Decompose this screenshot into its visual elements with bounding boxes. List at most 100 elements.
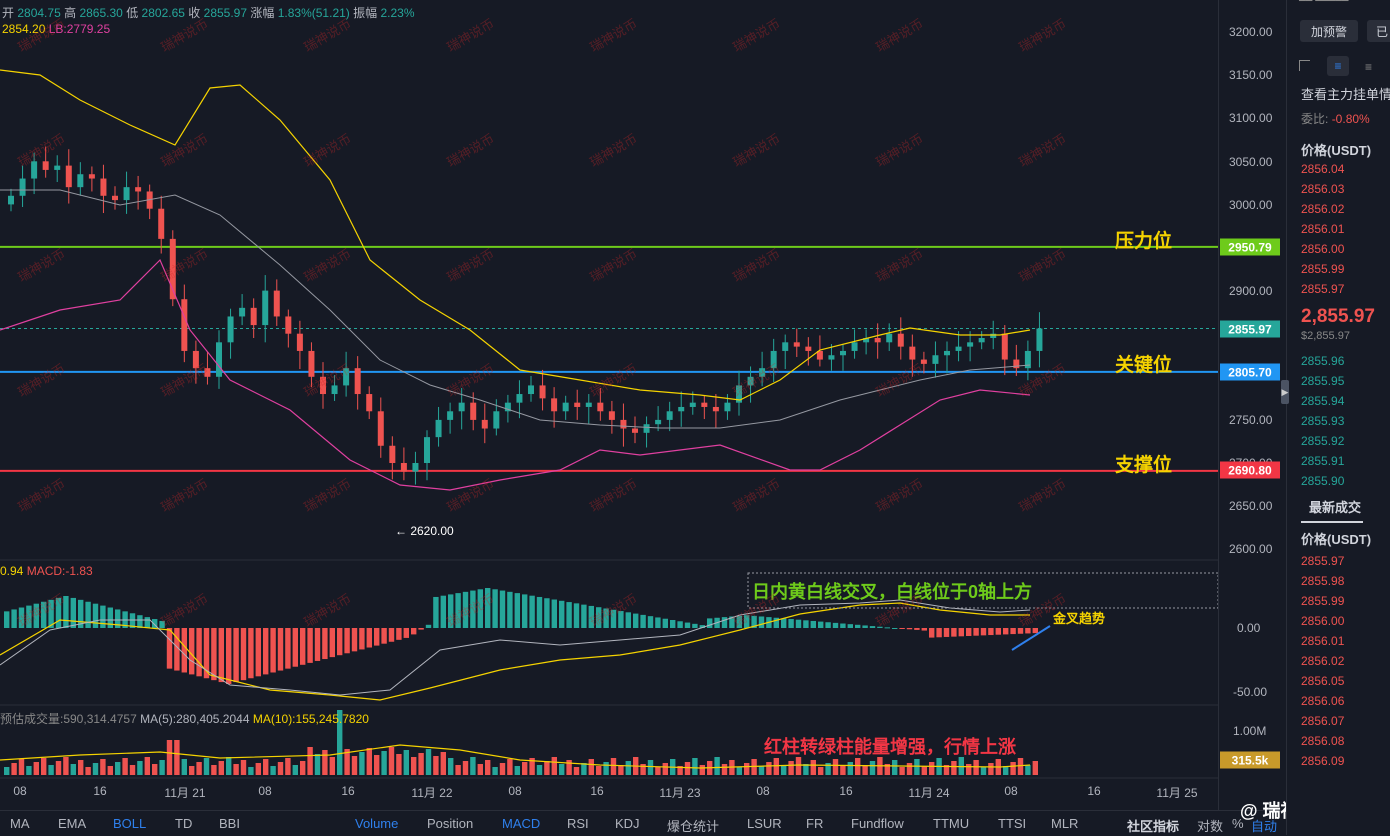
volume-bar xyxy=(41,758,47,775)
volume-bar xyxy=(914,759,920,775)
close-label: 收 xyxy=(188,6,201,20)
bid-price: 2855.96 xyxy=(1301,354,1345,368)
indicator-boll[interactable]: BOLL xyxy=(113,816,147,831)
indicator-ttsi[interactable]: TTSI xyxy=(998,816,1027,831)
indicator-rsi[interactable]: RSI xyxy=(567,816,589,831)
macd-bar xyxy=(862,625,868,628)
candle-body xyxy=(158,208,165,239)
price-tick: 3200.00 xyxy=(1229,25,1273,39)
volume-bar xyxy=(832,759,839,775)
percent-toggle[interactable]: % xyxy=(1232,816,1244,831)
candle-body xyxy=(770,350,777,369)
volume-bar xyxy=(285,758,291,775)
indicator-lsur[interactable]: LSUR xyxy=(747,816,782,831)
candle-body xyxy=(239,307,246,317)
time-tick: 11月 24 xyxy=(908,786,950,800)
volume-bar xyxy=(78,760,84,775)
candle-body xyxy=(389,445,396,463)
volume-bar xyxy=(4,767,10,775)
macd-bar xyxy=(337,628,343,656)
candle-body xyxy=(597,402,604,412)
candle-body xyxy=(1013,359,1020,369)
volume-bar xyxy=(344,749,350,775)
volume-bar xyxy=(655,767,661,775)
volume-bar xyxy=(85,767,91,775)
macd-bar xyxy=(218,628,224,683)
view-main-orders-link[interactable]: 查看主力挂单情 xyxy=(1301,87,1390,102)
indicator-position[interactable]: Position xyxy=(427,816,474,831)
candle-body xyxy=(366,394,373,412)
candle-body xyxy=(620,419,627,429)
price-tick: 3050.00 xyxy=(1229,155,1273,169)
macd-bar xyxy=(374,628,380,646)
candle-body xyxy=(296,333,303,351)
indicator-ttmu[interactable]: TTMU xyxy=(933,816,970,831)
indicator-fundflow[interactable]: Fundflow xyxy=(851,816,904,831)
boll-upper-band xyxy=(0,69,1031,401)
volume-bar xyxy=(33,762,39,775)
macd-bar xyxy=(958,628,964,637)
indicator-macd[interactable]: MACD xyxy=(502,816,541,831)
macd-bar xyxy=(692,623,698,628)
macd-bar xyxy=(322,628,328,660)
candle-body xyxy=(31,161,38,179)
volume-bar xyxy=(677,766,683,775)
volume-bar xyxy=(766,762,772,775)
chart-area[interactable]: 开 2804.75 高 2865.30 低 2802.65 收 2855.97 … xyxy=(0,0,1285,810)
macd-bar xyxy=(277,628,284,671)
macd-bar xyxy=(788,619,794,628)
indicator-mlr[interactable]: MLR xyxy=(1051,816,1079,831)
indicator-bbi[interactable]: BBI xyxy=(219,816,240,831)
orderbook-view-split-icon[interactable]: ≡ xyxy=(1327,56,1349,76)
support-price-badge: 2690.80 xyxy=(1220,461,1280,479)
candle-body xyxy=(666,411,673,420)
orderbook-price-header: 价格(USDT) xyxy=(1301,143,1372,158)
candle-body xyxy=(909,346,916,360)
macd-bar xyxy=(736,615,742,628)
candle-body xyxy=(481,419,488,429)
macd-bar xyxy=(203,628,210,679)
indicator-ema[interactable]: EMA xyxy=(58,816,87,831)
macd-bar xyxy=(144,617,150,628)
add-alert-button[interactable]: 加预警 xyxy=(1300,20,1358,42)
candle-body xyxy=(724,402,731,412)
macd-bar xyxy=(633,613,639,628)
community-indicators[interactable]: 社区指标 xyxy=(1127,819,1180,834)
secondary-button[interactable]: 已 xyxy=(1367,20,1390,42)
macd-bar xyxy=(729,616,735,628)
auto-scale-toggle[interactable]: 自动 xyxy=(1251,819,1278,834)
candle-body xyxy=(470,402,477,420)
scroll-handle[interactable]: ▶ xyxy=(1281,380,1289,404)
volume-bar xyxy=(374,755,380,775)
orderbook-view-both-icon[interactable] xyxy=(1299,60,1310,71)
indicator-liquidation[interactable]: 爆仓统计 xyxy=(667,819,720,834)
macd-bar xyxy=(603,608,609,628)
volume-bar xyxy=(166,740,173,775)
indicator-volume[interactable]: Volume xyxy=(355,816,399,831)
ratio-value: -0.80% xyxy=(1331,112,1370,126)
indicator-fr[interactable]: FR xyxy=(806,816,824,831)
candlestick-chart[interactable] xyxy=(0,0,1218,810)
macd-bar xyxy=(514,593,520,628)
log-scale-toggle[interactable]: 对数 xyxy=(1197,819,1224,834)
volume-bar xyxy=(1025,765,1031,775)
macd-bar xyxy=(440,595,446,628)
price-axis[interactable]: 3200.00 3150.00 3100.00 3050.00 3000.00 … xyxy=(1218,0,1286,810)
macd-bar xyxy=(240,628,247,681)
trade-price: 2856.01 xyxy=(1301,634,1345,648)
indicator-td[interactable]: TD xyxy=(175,816,193,831)
macd-bar xyxy=(314,628,321,661)
candle-body xyxy=(42,161,49,170)
candle-body xyxy=(135,187,142,192)
candle-body xyxy=(435,419,442,438)
indicator-kdj[interactable]: KDJ xyxy=(615,816,640,831)
ratio-row: 委比: -0.80% xyxy=(1301,110,1370,127)
time-tick: 11月 21 xyxy=(164,786,206,800)
candle-body xyxy=(689,402,696,407)
volume-bar xyxy=(906,763,913,775)
volume-bar xyxy=(55,761,62,775)
volume-bar xyxy=(847,762,853,775)
indicator-ma[interactable]: MA xyxy=(10,816,30,831)
orderbook-view-bids-icon[interactable]: ≡ xyxy=(1365,60,1373,74)
bid-price: 2855.94 xyxy=(1301,394,1345,408)
